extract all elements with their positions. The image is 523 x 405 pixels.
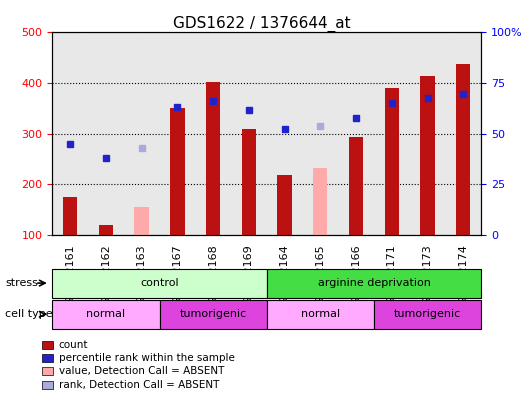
Text: control: control <box>140 278 179 288</box>
Bar <box>242 129 256 235</box>
Bar <box>456 64 471 235</box>
Bar <box>349 137 363 235</box>
Bar <box>63 197 77 235</box>
Text: normal: normal <box>86 309 126 319</box>
Text: normal: normal <box>301 309 340 319</box>
Bar <box>206 81 220 235</box>
Text: tumorigenic: tumorigenic <box>394 309 461 319</box>
Text: cell type: cell type <box>5 309 53 319</box>
Text: tumorigenic: tumorigenic <box>179 309 247 319</box>
Bar <box>420 77 435 235</box>
Bar <box>134 207 149 235</box>
Text: arginine deprivation: arginine deprivation <box>317 278 430 288</box>
Text: count: count <box>59 340 88 350</box>
Bar <box>170 108 185 235</box>
Text: rank, Detection Call = ABSENT: rank, Detection Call = ABSENT <box>59 380 219 390</box>
Bar <box>384 88 399 235</box>
Text: stress: stress <box>5 278 38 288</box>
Text: percentile rank within the sample: percentile rank within the sample <box>59 353 234 363</box>
Text: GDS1622 / 1376644_at: GDS1622 / 1376644_at <box>173 16 350 32</box>
Bar <box>313 168 327 235</box>
Bar <box>99 225 113 235</box>
Text: value, Detection Call = ABSENT: value, Detection Call = ABSENT <box>59 367 224 376</box>
Bar <box>277 175 292 235</box>
